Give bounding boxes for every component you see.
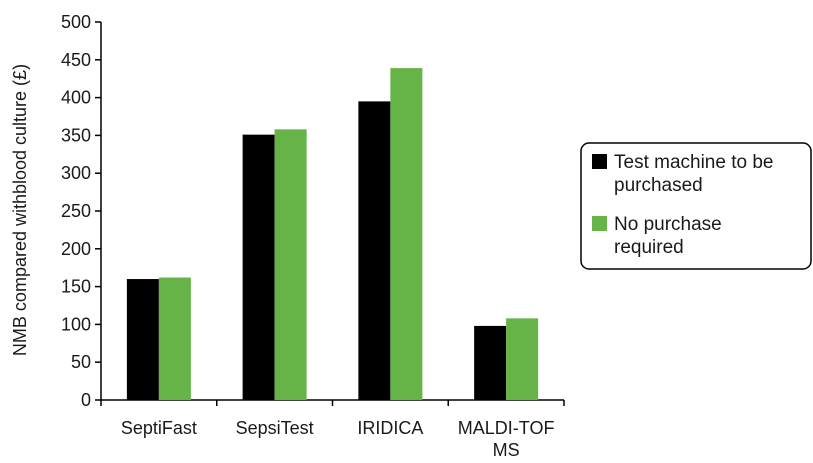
bar-series-2-3 [506,318,539,400]
y-tick-label: 250 [61,201,91,221]
bars [126,68,539,401]
x-tick-label: IRIDICA [357,418,423,438]
y-tick-label: 50 [71,352,91,372]
legend-box [580,142,812,270]
y-tick-label: 350 [61,125,91,145]
x-axis: SeptiFast SepsiTest IRIDICA MALDI-TOF MS [100,399,565,460]
bar-series-2-0 [158,277,191,400]
y-axis-label: NMB compared withblood culture (£) [10,64,30,356]
x-tick-label: SeptiFast [121,418,197,438]
x-tick-label: SepsiTest [236,418,314,438]
y-tick-label: 200 [61,239,91,259]
y-tick-label: 300 [61,163,91,183]
bar-series-1-3 [474,325,507,400]
legend-swatch-1 [592,154,607,169]
legend-label-2: No purchase required [614,214,722,258]
y-axis: 0 50 100 150 200 250 300 350 400 450 500 [61,12,102,410]
y-tick-label: 400 [61,88,91,108]
legend: Test machine to be purchased No purchase re… [580,142,812,270]
legend-swatch-2 [592,216,607,231]
bar-series-1-1 [242,134,275,401]
y-tick-label: 0 [81,390,91,410]
y-tick-label: 150 [61,277,91,297]
y-tick-label: 100 [61,314,91,334]
y-tick-label: 500 [61,12,91,32]
y-tick-label: 450 [61,50,91,70]
bar-series-2-2 [390,68,423,400]
x-tick-label: MALDI-TOF MS [458,418,555,460]
bar-series-1-2 [358,101,391,400]
legend-label-1: Test machine to be purchased [614,152,773,196]
bar-series-1-0 [126,279,159,400]
bar-series-2-1 [274,129,307,401]
